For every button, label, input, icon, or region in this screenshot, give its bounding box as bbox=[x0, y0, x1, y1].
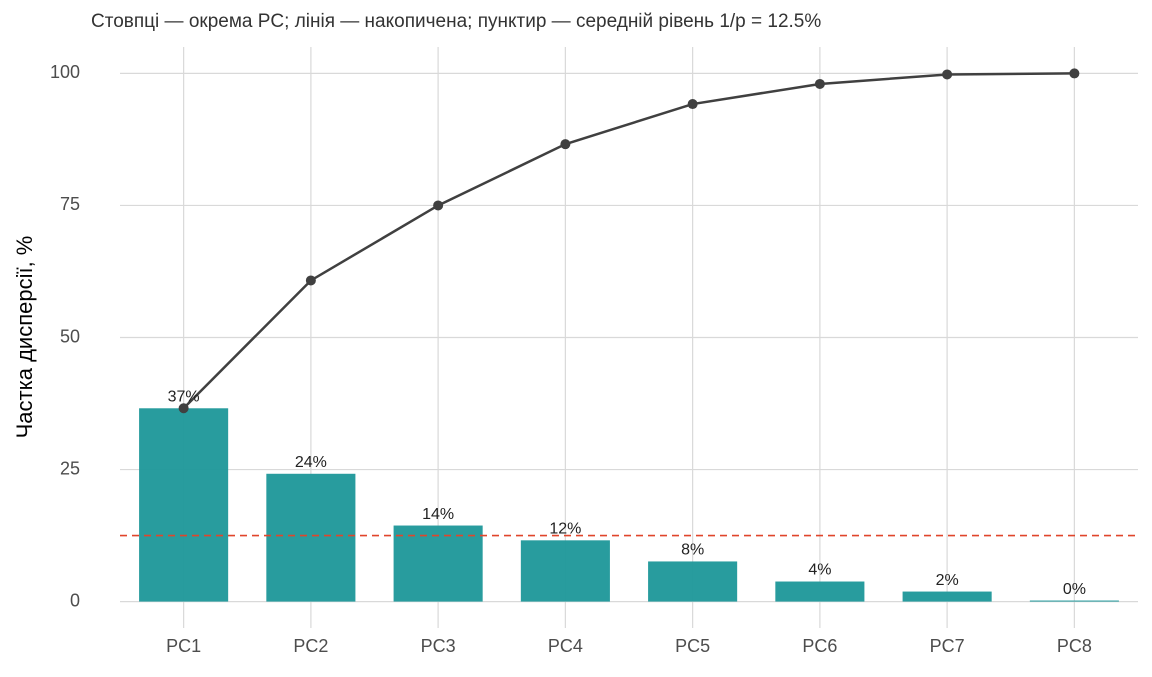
cumulative-point bbox=[433, 200, 444, 211]
bar bbox=[393, 525, 483, 602]
x-tick-label: PC2 bbox=[293, 636, 328, 656]
chart-title: Стовпці — окрема PC; лінія — накопичена;… bbox=[91, 11, 821, 32]
cumulative-point bbox=[178, 403, 189, 414]
x-tick-label: PC4 bbox=[548, 636, 583, 656]
cumulative-point bbox=[1069, 68, 1080, 79]
cumulative-point bbox=[305, 275, 316, 286]
x-tick-label: PC5 bbox=[675, 636, 710, 656]
cumulative-point bbox=[814, 78, 825, 89]
bar bbox=[139, 408, 229, 602]
y-axis-label: Частка дисперсії, % bbox=[12, 236, 37, 439]
value-label: 0% bbox=[1063, 581, 1086, 598]
value-label: 37% bbox=[168, 388, 200, 405]
bar bbox=[266, 473, 356, 602]
value-label: 14% bbox=[422, 506, 454, 523]
x-tick-label: PC1 bbox=[166, 636, 201, 656]
x-tick-label: PC6 bbox=[802, 636, 837, 656]
x-tick-label: PC3 bbox=[421, 636, 456, 656]
y-tick-label: 0 bbox=[70, 590, 80, 610]
bar bbox=[902, 591, 992, 602]
bar bbox=[775, 581, 865, 602]
bar bbox=[520, 540, 610, 602]
cumulative-point bbox=[687, 99, 698, 110]
value-label: 24% bbox=[295, 454, 327, 471]
bar bbox=[1029, 600, 1119, 602]
cumulative-point bbox=[942, 69, 953, 80]
value-label: 4% bbox=[808, 562, 831, 579]
x-tick-label: PC7 bbox=[930, 636, 965, 656]
value-label: 8% bbox=[681, 542, 704, 559]
x-tick-label: PC8 bbox=[1057, 636, 1092, 656]
bar bbox=[648, 561, 738, 602]
y-tick-label: 75 bbox=[60, 194, 80, 214]
value-label: 12% bbox=[549, 521, 581, 538]
cumulative-line bbox=[182, 72, 1075, 410]
y-tick-label: 50 bbox=[60, 326, 80, 346]
cumulative-point bbox=[560, 139, 571, 150]
value-label: 2% bbox=[936, 572, 959, 589]
y-tick-label: 25 bbox=[60, 458, 80, 478]
y-tick-label: 100 bbox=[50, 62, 80, 82]
